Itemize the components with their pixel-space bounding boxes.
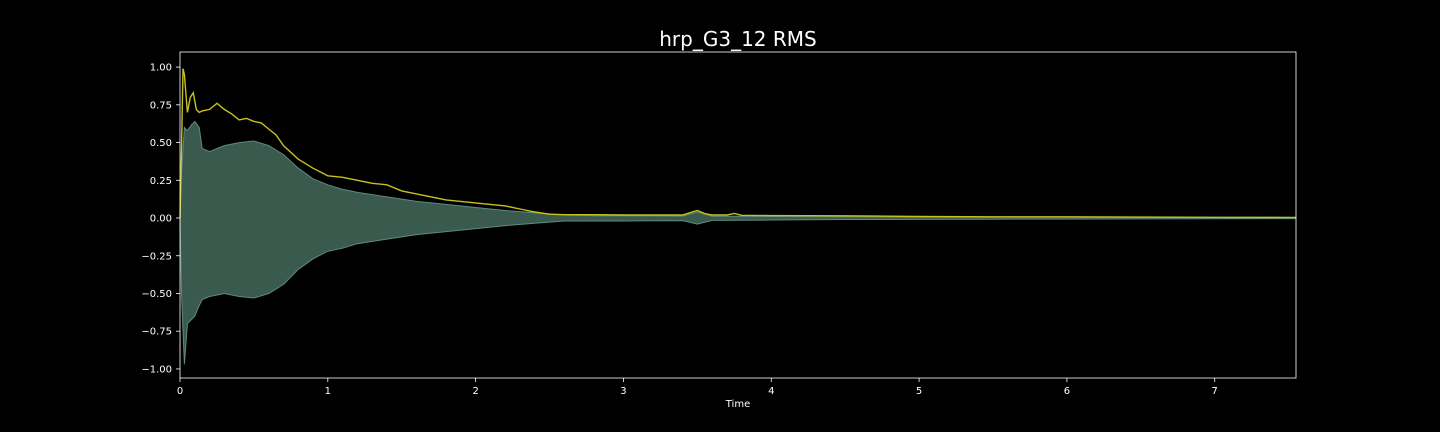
rms-line xyxy=(179,68,1297,219)
x-tick-label: 3 xyxy=(620,386,626,397)
axes-frame xyxy=(179,51,1297,379)
x-tick-label: 2 xyxy=(472,386,478,397)
x-tick-label: 5 xyxy=(916,386,922,397)
y-tick-label: 0.25 xyxy=(150,176,172,187)
y-tick-label: 0.00 xyxy=(150,214,172,225)
x-axis-label: Time xyxy=(725,399,750,410)
y-tick-label: 0.75 xyxy=(150,100,172,111)
x-tick-label: 4 xyxy=(768,386,774,397)
waveform-envelope xyxy=(179,120,1297,365)
y-tick-label: −0.75 xyxy=(141,327,172,338)
x-tick-label: 0 xyxy=(177,386,183,397)
chart-title: hrp_G3_12 RMS xyxy=(659,27,816,51)
y-tick-label: −0.25 xyxy=(141,251,172,262)
x-tick-label: 6 xyxy=(1064,386,1070,397)
y-axis: 1.00 0.75 0.50 0.25 0.00 −0.25 −0.50 −0.75 −1.00 xyxy=(141,63,180,375)
x-tick-label: 1 xyxy=(325,386,331,397)
y-tick-label: 1.00 xyxy=(150,63,172,74)
y-tick-label: −0.50 xyxy=(141,289,172,300)
y-tick-label: −1.00 xyxy=(141,364,172,375)
y-tick-label: 0.50 xyxy=(150,138,172,149)
x-tick-label: 7 xyxy=(1212,386,1218,397)
x-axis: 0 1 2 3 4 5 6 7 xyxy=(177,378,1218,397)
plot-area xyxy=(179,68,1297,365)
